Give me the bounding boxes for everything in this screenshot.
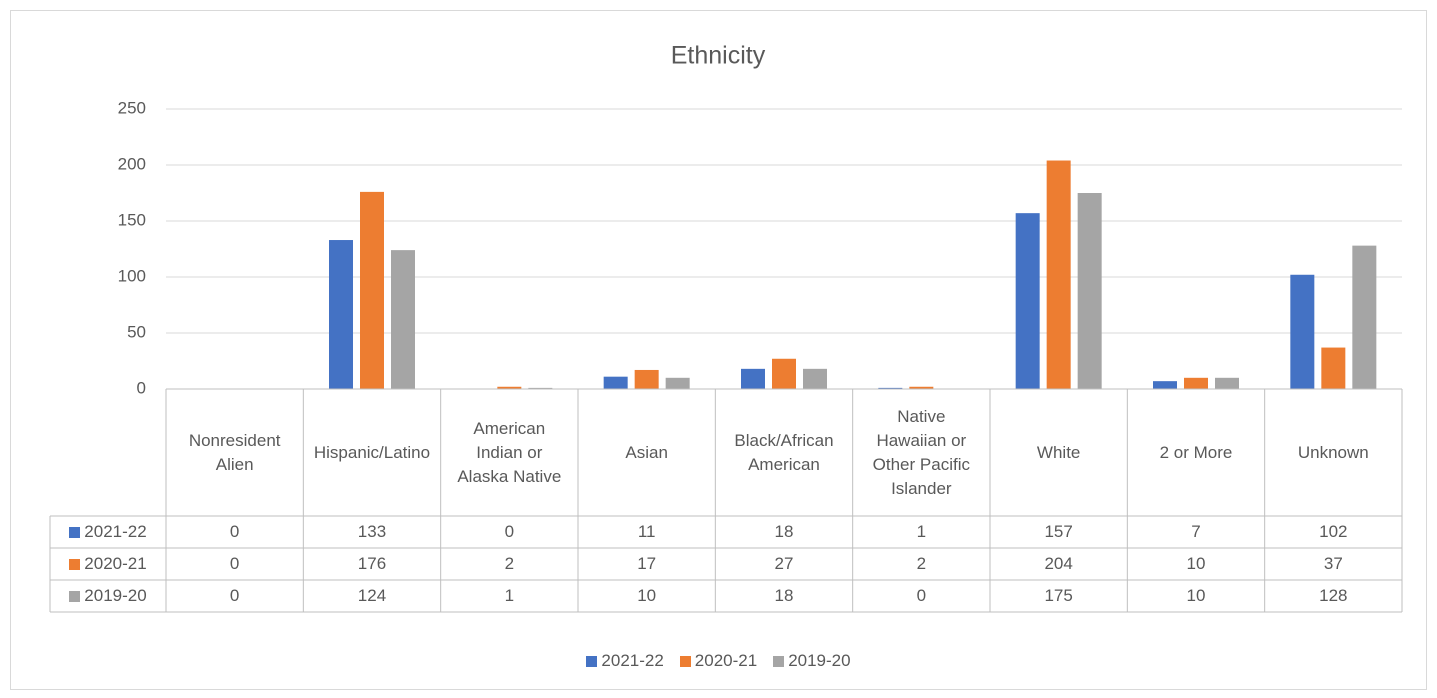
table-value: 0	[229, 522, 240, 541]
bar	[1153, 381, 1177, 389]
table-value: 0	[229, 586, 240, 605]
category-label: Nonresident Alien	[188, 431, 281, 474]
category-label: Asian	[625, 443, 668, 462]
y-tick-label: 200	[118, 154, 146, 173]
legend-item: 2020-21	[679, 651, 758, 671]
bar	[497, 386, 522, 389]
table-series-label: 2021-22	[50, 516, 166, 548]
y-tick-label: 0	[137, 378, 146, 397]
table-value: 2	[916, 554, 927, 573]
legend-label: 2020-21	[694, 651, 758, 670]
legend-key	[773, 655, 785, 667]
bar	[1046, 160, 1071, 389]
bar	[741, 368, 765, 389]
table-value: 157	[1044, 522, 1073, 541]
category-label: Native Hawaiian or Other Pacific Islande…	[872, 407, 970, 498]
bar	[603, 376, 628, 389]
bar	[528, 387, 553, 389]
legend-key	[69, 590, 81, 602]
legend-item: 2019-20	[773, 651, 851, 671]
table-value: 124	[357, 586, 387, 605]
table-value: 10	[1186, 554, 1206, 573]
legend-item: 2021-22	[586, 651, 664, 671]
category-label: Unknown	[1297, 443, 1369, 462]
category-label: White	[1036, 443, 1081, 462]
chart-title: Ethnicity	[671, 42, 766, 70]
legend-key	[69, 558, 81, 570]
table-value: 37	[1323, 554, 1343, 573]
bar	[878, 387, 903, 389]
series-name: 2021-22	[84, 522, 147, 541]
bar	[909, 386, 934, 389]
bar	[391, 250, 415, 389]
table-value: 18	[774, 522, 794, 541]
bar	[772, 358, 796, 389]
bar	[1077, 193, 1102, 389]
legend-label: 2019-20	[788, 651, 851, 670]
table-series-label: 2019-20	[50, 580, 166, 612]
table-value: 18	[774, 586, 794, 605]
table-value: 128	[1319, 586, 1348, 605]
table-value: 133	[357, 522, 387, 541]
table-value: 176	[357, 554, 387, 573]
legend-key	[69, 526, 81, 538]
bar	[1184, 377, 1208, 389]
bar	[1215, 377, 1239, 389]
bar	[634, 369, 659, 389]
series-name: 2020-21	[84, 554, 147, 573]
legend: 2021-22 2020-21 2019-20	[0, 651, 1437, 671]
table-value: 102	[1319, 522, 1348, 541]
table-value: 27	[774, 554, 794, 573]
table-value: 17	[637, 554, 657, 573]
table-series-label: 2020-21	[50, 548, 166, 580]
table-value: 2	[504, 554, 515, 573]
table-value: 10	[637, 586, 657, 605]
legend-key	[679, 655, 691, 667]
series-name: 2019-20	[84, 586, 147, 605]
table-value: 1	[916, 522, 927, 541]
legend-key	[586, 655, 598, 667]
y-tick-label: 150	[118, 210, 146, 229]
table-value: 0	[229, 554, 240, 573]
table-value: 1	[504, 586, 515, 605]
bar	[329, 240, 353, 389]
table-value: 204	[1044, 554, 1073, 573]
category-label: 2 or More	[1159, 443, 1233, 462]
category-label: Hispanic/Latino	[313, 443, 431, 462]
bar	[1321, 347, 1346, 389]
category-label: Black/African American	[734, 431, 834, 474]
category-label: American Indian or Alaska Native	[457, 419, 562, 486]
table-value: 11	[637, 522, 656, 541]
bar	[1290, 274, 1315, 389]
table-value: 175	[1044, 586, 1073, 605]
legend-label: 2021-22	[601, 651, 664, 670]
table-value: 0	[916, 586, 927, 605]
y-tick-label: 100	[118, 266, 146, 285]
y-tick-label: 50	[127, 322, 146, 341]
bar	[803, 368, 827, 389]
y-tick-label: 250	[118, 98, 146, 117]
bar	[665, 377, 690, 389]
bar	[1015, 213, 1040, 389]
chart-frame	[10, 10, 1427, 690]
table-value: 7	[1191, 522, 1201, 541]
bar	[1352, 245, 1377, 389]
table-value: 10	[1186, 586, 1206, 605]
bar	[360, 191, 384, 389]
table-value: 0	[504, 522, 515, 541]
